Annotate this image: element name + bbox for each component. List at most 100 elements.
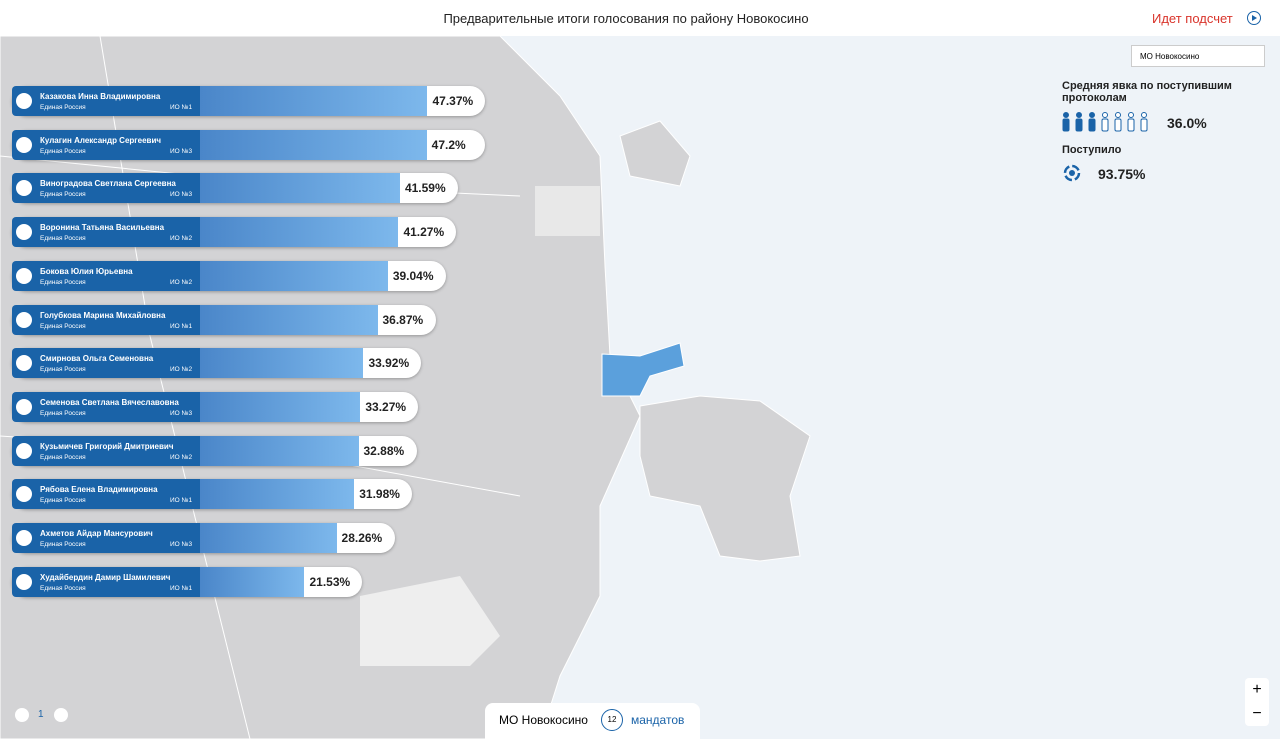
candidate-name: Ахметов Айдар Мансурович — [40, 529, 153, 538]
page-number[interactable]: 1 — [38, 709, 44, 720]
district: ИО №1 — [170, 497, 193, 505]
candidate-info: Ахметов Айдар Мансурович Единая Россия ИО … — [12, 523, 200, 553]
party-logo — [16, 573, 32, 590]
candidate-name: Виноградова Светлана Сергеевна — [40, 179, 176, 189]
percent-bar — [200, 260, 388, 291]
percent-label: 47.37% — [432, 94, 474, 108]
district: ИО №1 — [170, 104, 193, 111]
candidate-info: Смирнова Ольга Семеновна Единая Россия ИО … — [12, 348, 200, 379]
candidate-name: Голубкова Марина Михайловна — [40, 310, 166, 320]
turnout-icon — [1141, 112, 1147, 118]
party: Единая Россия — [40, 191, 86, 199]
percent-label: 47.2% — [431, 137, 466, 152]
party-logo — [16, 93, 32, 109]
district: ИО №2 — [170, 278, 193, 286]
candidate-info: Семенова Светлана Вячеславовна Единая Рос… — [12, 391, 200, 422]
candidate-name: Воронина Татьяна Васильевна — [40, 223, 165, 233]
candidate-name: Смирнова Ольга Семеновна — [40, 354, 154, 364]
map — [0, 36, 1280, 739]
party: Единая Россия — [40, 235, 86, 243]
district: ИО №1 — [170, 322, 193, 330]
percent-bar — [200, 86, 428, 116]
district-select[interactable]: МО Новокосино — [1131, 45, 1265, 67]
candidate-info: Худайбердин Дамир Шамилевич Единая Россия… — [12, 566, 200, 597]
party: Единая Россия — [40, 541, 86, 548]
party: Единая Россия — [40, 147, 86, 155]
percent-label: 32.88% — [363, 443, 405, 458]
turnout-icon — [1114, 118, 1122, 132]
district: ИО №2 — [170, 235, 193, 243]
percent-bar — [200, 129, 427, 160]
candidate-row: Кулагин Александр Сергеевич Единая Россия… — [12, 129, 485, 160]
candidate-row: Смирнова Ольга Семеновна Единая Россия ИО … — [12, 348, 422, 379]
zoom-in[interactable]: + — [1252, 681, 1262, 698]
candidate-row: Кузьмичев Григорий Дмитриевич Единая Росс… — [12, 435, 417, 466]
percent-bar — [200, 435, 359, 466]
turnout-icon — [1115, 112, 1121, 118]
district: ИО №3 — [170, 409, 193, 417]
candidate-info: Рябова Елена Владимировна Единая Россия ИО… — [12, 479, 200, 510]
party-logo — [16, 180, 32, 197]
turnout-icon — [1063, 112, 1069, 118]
turnout-title: Средняя явка по поступившим протоколам — [1062, 80, 1232, 104]
title: Предварительные итоги голосования по рай… — [443, 11, 809, 26]
candidate-row: Воронина Татьяна Васильевна Единая Россия… — [12, 217, 457, 248]
percent-label: 21.53% — [309, 574, 351, 589]
status: Идет подсчет — [1152, 11, 1233, 26]
party-logo — [16, 311, 32, 328]
turnout-icon — [1102, 112, 1108, 118]
zoom-controls: + − — [1245, 678, 1269, 726]
party-logo — [16, 486, 32, 503]
party-logo — [16, 355, 32, 372]
percent-label: 33.27% — [365, 399, 407, 414]
party: Единая Россия — [40, 366, 86, 374]
candidate-name: Рябова Елена Владимировна — [40, 485, 158, 495]
candidate-info: Казакова Инна Владимировна Единая Россия И… — [12, 86, 200, 116]
candidate-row: Голубкова Марина Михайловна Единая Россия… — [12, 304, 436, 335]
play-button[interactable] — [1246, 10, 1262, 26]
percent-label: 41.59% — [404, 181, 446, 196]
turnout-icon — [1127, 118, 1135, 132]
next-page[interactable] — [54, 708, 68, 722]
zoom-out[interactable]: − — [1252, 705, 1262, 722]
prev-page[interactable] — [15, 708, 29, 722]
turnout-icons — [1062, 112, 1148, 132]
party: Единая Россия — [40, 584, 86, 592]
party: Единая Россия — [40, 497, 86, 505]
percent-label: 41.27% — [403, 225, 445, 240]
candidate-info: Кулагин Александр Сергеевич Единая Россия… — [12, 129, 200, 160]
candidate-info: Воронина Татьяна Васильевна Единая Россия… — [12, 217, 200, 248]
footer-district: МО Новокосино — [499, 713, 588, 727]
turnout-icon — [1140, 118, 1148, 132]
turnout-value: 36.0% — [1167, 115, 1207, 131]
percent-label: 39.04% — [392, 268, 434, 283]
party-logo — [16, 398, 32, 415]
district: ИО №2 — [170, 366, 193, 374]
district: ИО №3 — [170, 541, 193, 548]
header: Предварительные итоги голосования по рай… — [0, 0, 1280, 36]
turnout-icon — [1128, 112, 1134, 118]
turnout-icon — [1088, 118, 1096, 132]
candidate-name: Кузьмичев Григорий Дмитриевич — [40, 441, 174, 451]
received-title: Поступило — [1062, 144, 1122, 156]
candidate-row: Худайбердин Дамир Шамилевич Единая Россия… — [12, 566, 363, 597]
candidate-info: Виноградова Светлана Сергеевна Единая Рос… — [12, 173, 200, 204]
party-logo — [16, 442, 32, 459]
party-logo — [16, 136, 32, 153]
percent-bar — [200, 566, 305, 597]
percent-bar — [200, 523, 337, 553]
candidate-info: Голубкова Марина Михайловна Единая Россия… — [12, 304, 200, 335]
turnout-icon — [1089, 112, 1095, 118]
candidate-name: Кулагин Александр Сергеевич — [40, 135, 162, 145]
candidate-row: Семенова Светлана Вячеславовна Единая Рос… — [12, 391, 419, 422]
candidate-row: Рябова Елена Владимировна Единая Россия ИО… — [12, 479, 413, 510]
percent-bar — [200, 479, 355, 510]
candidate-name: Семенова Светлана Вячеславовна — [40, 397, 179, 407]
candidate-row: Ахметов Айдар Мансурович Единая Россия ИО … — [12, 523, 395, 553]
party: Единая Россия — [40, 278, 86, 286]
candidate-name: Худайбердин Дамир Шамилевич — [40, 572, 171, 582]
party: Единая Россия — [40, 104, 86, 111]
candidate-row: Виноградова Светлана Сергеевна Единая Рос… — [12, 173, 458, 204]
candidate-name: Бокова Юлия Юрьевна — [40, 266, 133, 276]
district: ИО №1 — [170, 584, 193, 592]
